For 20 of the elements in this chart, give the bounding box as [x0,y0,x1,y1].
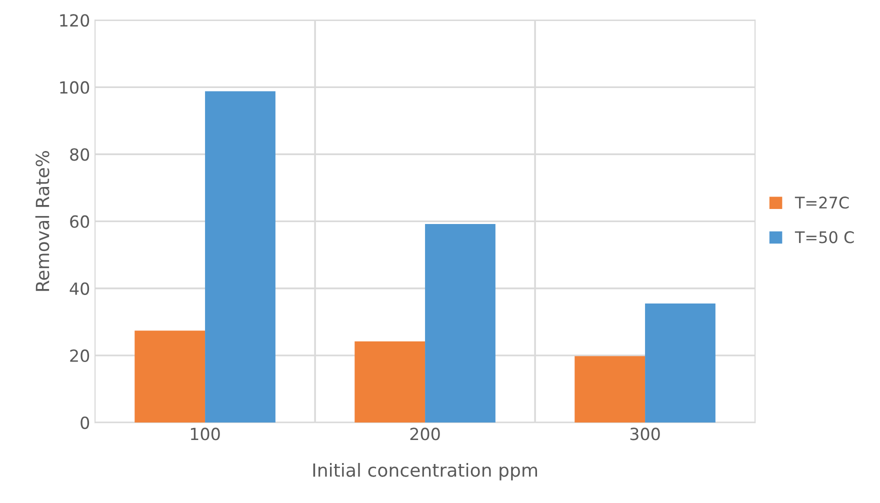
y-tick-label: 20 [70,349,90,362]
y-tick-label: 80 [70,148,90,161]
bar [354,341,426,423]
x-tick-label: 200 [410,428,440,440]
bar [574,356,646,423]
y-tick-label: 0 [80,416,90,430]
x-tick-label: 300 [630,428,660,440]
y-tick-label: 40 [70,282,90,295]
x-tick-label: 100 [190,428,220,440]
bar [134,330,206,423]
legend-label: T=27C [794,196,849,209]
y-axis-title: Removal Rate% [35,151,50,291]
y-tick-label: 120 [60,14,90,27]
bar [645,303,716,423]
legend-label: T=50 C [794,231,854,244]
y-tick-label: 60 [70,215,90,228]
x-axis-title: Initial concentration ppm [313,462,538,480]
bar [425,224,496,423]
y-tick-label: 100 [60,81,90,94]
bar [205,91,276,423]
